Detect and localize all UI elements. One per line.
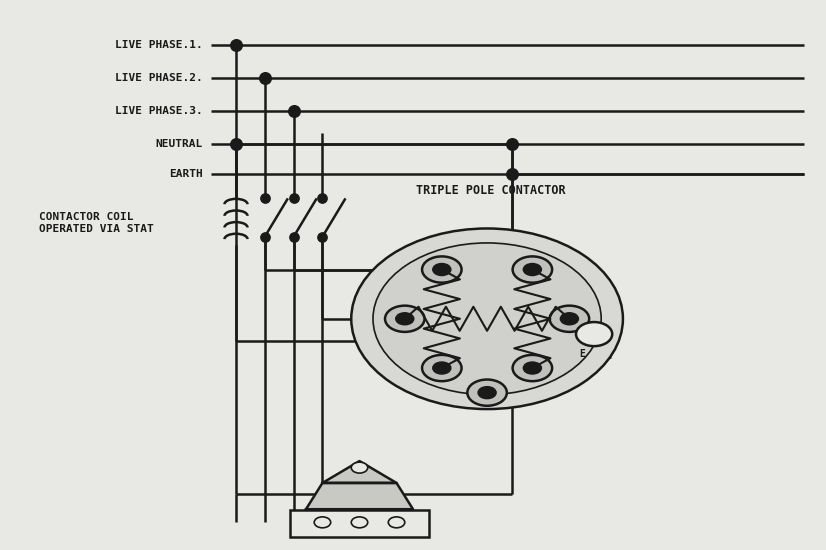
Point [316, 232, 329, 241]
Circle shape [351, 462, 368, 473]
Point [259, 194, 272, 203]
Text: LIVE PHASE.2.: LIVE PHASE.2. [116, 73, 203, 83]
Circle shape [513, 256, 552, 283]
Polygon shape [306, 483, 413, 509]
Circle shape [560, 313, 578, 325]
Text: SOME: SOME [306, 529, 319, 534]
Circle shape [422, 256, 462, 283]
Circle shape [385, 306, 425, 332]
Text: LIVE PHASE.1.: LIVE PHASE.1. [116, 40, 203, 50]
Text: TRIPLE POLE CONTACTOR: TRIPLE POLE CONTACTOR [416, 184, 566, 197]
Circle shape [468, 379, 507, 406]
Circle shape [433, 263, 451, 276]
Circle shape [373, 243, 601, 394]
Circle shape [524, 362, 541, 374]
Point [506, 139, 519, 148]
Circle shape [388, 517, 405, 528]
Circle shape [433, 362, 451, 374]
Text: EARTH: EARTH [169, 169, 203, 179]
Circle shape [524, 263, 541, 276]
Text: NEUTRAL: NEUTRAL [156, 139, 203, 148]
Bar [290, 510, 430, 537]
Point [259, 232, 272, 241]
Text: LIVE PHASE.3.: LIVE PHASE.3. [116, 106, 203, 116]
Text: E: E [579, 349, 585, 359]
Text: ITS: ITS [372, 529, 382, 534]
Point [287, 194, 300, 203]
Circle shape [314, 517, 330, 528]
Circle shape [396, 313, 414, 325]
Circle shape [478, 387, 496, 399]
Circle shape [422, 355, 462, 381]
Point [316, 194, 329, 203]
Circle shape [351, 517, 368, 528]
Circle shape [513, 355, 552, 381]
Point [259, 74, 272, 82]
Point [506, 169, 519, 178]
Text: CONTACTOR COIL
OPERATED VIA STAT: CONTACTOR COIL OPERATED VIA STAT [39, 212, 154, 234]
Point [287, 107, 300, 116]
Point [287, 232, 300, 241]
Point [230, 139, 243, 148]
Point [230, 41, 243, 50]
Circle shape [549, 306, 589, 332]
Circle shape [576, 322, 612, 346]
Circle shape [351, 228, 623, 409]
Polygon shape [322, 461, 396, 483]
